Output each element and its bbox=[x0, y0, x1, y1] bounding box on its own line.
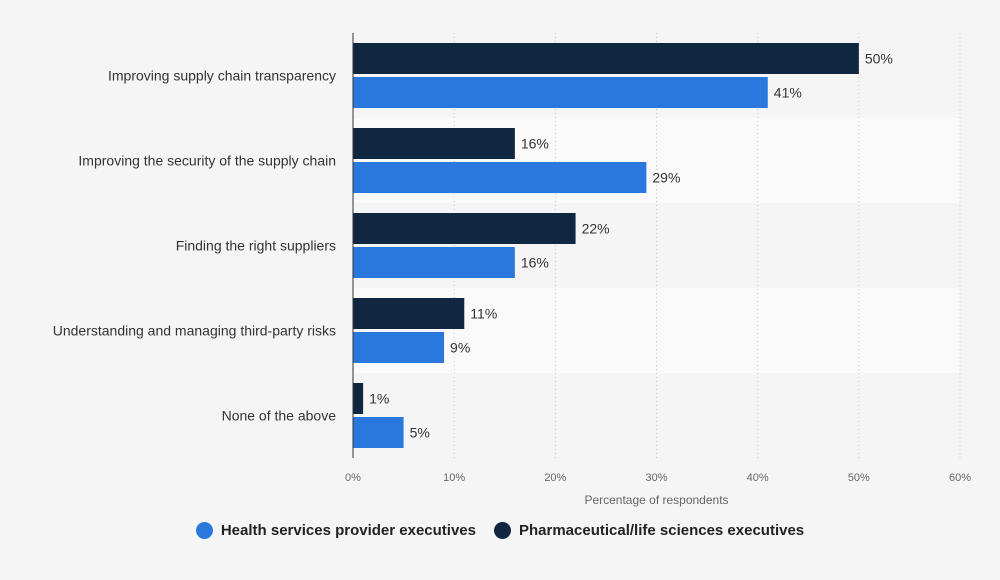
category-label: Understanding and managing third-party r… bbox=[53, 323, 336, 339]
bar[interactable] bbox=[353, 298, 465, 329]
category-label: Finding the right suppliers bbox=[176, 238, 336, 254]
data-label: 16% bbox=[521, 136, 549, 152]
bar[interactable] bbox=[353, 162, 647, 193]
data-label: 50% bbox=[865, 51, 893, 67]
bar[interactable] bbox=[353, 77, 768, 108]
data-label: 16% bbox=[521, 255, 549, 271]
x-tick-label: 10% bbox=[443, 472, 465, 484]
bar[interactable] bbox=[353, 213, 576, 244]
data-label: 5% bbox=[410, 425, 430, 441]
legend-item-pharma[interactable]: Pharmaceutical/life sciences executives bbox=[493, 522, 805, 539]
x-tick-label: 0% bbox=[345, 472, 361, 484]
data-label: 29% bbox=[652, 170, 680, 186]
gridlines bbox=[453, 33, 961, 458]
bar[interactable] bbox=[353, 128, 515, 159]
category-label: None of the above bbox=[222, 408, 337, 424]
bar[interactable] bbox=[353, 43, 859, 74]
x-tick-labels: 0% 10% 20% 30% 40% 50% 60% bbox=[345, 472, 971, 484]
data-label: 11% bbox=[470, 306, 497, 322]
data-label: 1% bbox=[369, 391, 389, 407]
legend: Health services provider executives Phar… bbox=[0, 522, 1000, 539]
bar[interactable] bbox=[353, 332, 445, 363]
category-label: Improving supply chain transparency bbox=[108, 68, 336, 84]
bar-chart: Improving supply chain transparency Impro… bbox=[53, 33, 971, 507]
bar[interactable] bbox=[353, 417, 404, 448]
bar[interactable] bbox=[353, 247, 515, 278]
category-band bbox=[353, 373, 960, 458]
category-bands bbox=[353, 33, 960, 458]
data-label: 22% bbox=[582, 221, 610, 237]
x-axis-title: Percentage of respondents bbox=[584, 493, 728, 507]
x-tick-label: 40% bbox=[747, 472, 769, 484]
data-label: 41% bbox=[774, 85, 802, 101]
legend-marker-health-services bbox=[195, 522, 213, 539]
bars bbox=[353, 43, 859, 448]
x-tick-label: 60% bbox=[949, 472, 971, 484]
category-label: Improving the security of the supply cha… bbox=[78, 153, 336, 169]
value-labels: 50% 41% 16% 29% 22% 16% 11% 9% 1% 5% bbox=[369, 51, 893, 441]
category-labels: Improving supply chain transparency Impro… bbox=[53, 68, 336, 424]
legend-label-health-services: Health services provider executives bbox=[220, 522, 476, 539]
legend-item-health-services[interactable]: Health services provider executives bbox=[195, 522, 476, 539]
legend-label-pharma: Pharmaceutical/life sciences executives bbox=[518, 522, 805, 539]
x-tick-label: 30% bbox=[645, 472, 667, 484]
data-label: 9% bbox=[450, 340, 470, 356]
x-tick-label: 20% bbox=[544, 472, 566, 484]
legend-marker-pharma bbox=[493, 522, 511, 539]
x-tick-label: 50% bbox=[848, 472, 870, 484]
bar[interactable] bbox=[353, 383, 364, 414]
